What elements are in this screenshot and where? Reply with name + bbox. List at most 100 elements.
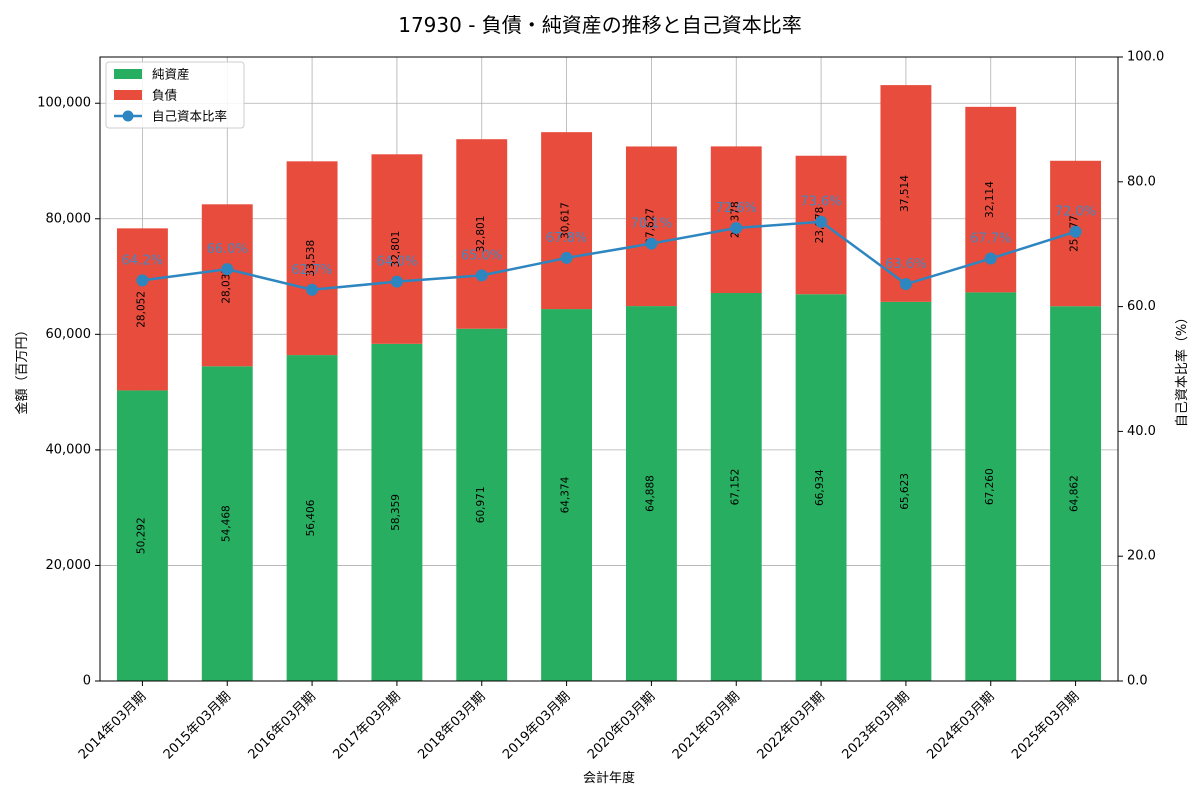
- legend-swatch-ratio-marker: [122, 110, 134, 122]
- ratio-label: 63.6%: [885, 257, 926, 272]
- bar-net-assets: [1050, 306, 1102, 681]
- bar-liabilities: [371, 154, 423, 344]
- bar-net-assets: [965, 292, 1017, 681]
- bar-net-assets: [371, 343, 423, 681]
- ratio-point: [815, 215, 828, 228]
- x-tick-label: 2023年03月期: [839, 689, 912, 762]
- x-tick-label: 2015年03月期: [161, 689, 234, 762]
- bar-label-net-assets: 64,888: [644, 475, 656, 512]
- bar-liabilities: [541, 132, 593, 310]
- y-tick-label: 60,000: [46, 327, 92, 342]
- bar-net-assets: [456, 328, 508, 681]
- bar-net-assets: [625, 306, 677, 681]
- ratio-label: 66.0%: [207, 242, 248, 257]
- bar-label-liabilities: 28,037: [220, 267, 232, 304]
- bar-net-assets: [541, 309, 593, 681]
- x-tick-label: 2019年03月期: [500, 689, 573, 762]
- bar-label-net-assets: 66,934: [814, 469, 826, 506]
- bar-label-net-assets: 67,152: [729, 469, 741, 506]
- ratio-label: 72.0%: [1055, 205, 1096, 220]
- bar-label-liabilities: 27,627: [644, 208, 656, 245]
- y-tick-label: 40,000: [46, 442, 92, 457]
- x-tick-label: 2016年03月期: [246, 689, 319, 762]
- x-tick-label: 2017年03月期: [330, 689, 403, 762]
- x-tick-label: 2020年03月期: [585, 689, 658, 762]
- x-axis-title: 会計年度: [583, 770, 635, 786]
- bar-label-net-assets: 50,292: [135, 517, 147, 554]
- bar-liabilities: [116, 228, 168, 391]
- ratio-point: [136, 274, 149, 287]
- ratio-label: 70.1%: [631, 217, 672, 232]
- y-tick-label: 20,000: [46, 558, 92, 573]
- bar-label-net-assets: 54,468: [220, 505, 232, 542]
- ratio-point: [730, 221, 743, 234]
- bar-label-liabilities: 33,538: [305, 240, 317, 277]
- ratio-line: [142, 220, 1076, 292]
- x-tick-label: 2022年03月期: [755, 689, 828, 762]
- bar-label-net-assets: 64,374: [560, 476, 572, 513]
- ratio-point: [390, 275, 403, 288]
- ratio-label: 65.0%: [461, 248, 502, 263]
- bar-label-liabilities: 32,801: [390, 231, 402, 268]
- ratio-label: 67.8%: [546, 231, 587, 246]
- bar-liabilities: [710, 146, 762, 294]
- bar-label-liabilities: 28,052: [135, 291, 147, 328]
- legend-label-ratio: 自己資本比率: [152, 109, 227, 124]
- legend-swatch-liabilities: [114, 90, 142, 100]
- ratio-point: [899, 278, 912, 291]
- legend-label-liabilities: 負債: [152, 88, 177, 103]
- ratio-label: 67.7%: [970, 232, 1011, 247]
- ratio-label: 72.6%: [716, 201, 757, 216]
- bar-net-assets: [286, 355, 338, 681]
- bar-label-net-assets: 56,406: [305, 499, 317, 536]
- ratio-point: [475, 269, 488, 282]
- bar-net-assets: [116, 390, 168, 681]
- x-tick-label: 2018年03月期: [415, 689, 488, 762]
- y2-tick-label: 20.0: [1127, 549, 1156, 564]
- bar-label-liabilities: 30,617: [560, 202, 572, 239]
- bar-liabilities: [880, 85, 932, 302]
- y2-tick-label: 40.0: [1127, 424, 1156, 439]
- chart-title: 17930 - 負債・純資産の推移と自己資本比率: [398, 13, 802, 37]
- legend-swatch-net-assets: [114, 69, 142, 79]
- bar-label-net-assets: 67,260: [984, 468, 996, 505]
- ratio-point: [221, 263, 234, 276]
- y2-axis-title: 自己資本比率（%）: [1174, 311, 1190, 427]
- ratio-point: [306, 283, 319, 296]
- bar-liabilities: [201, 204, 253, 367]
- bar-label-net-assets: 58,359: [390, 494, 402, 531]
- plot-frame: [99, 56, 1119, 682]
- x-tick-label: 2024年03月期: [924, 689, 997, 762]
- y2-tick-label: 80.0: [1127, 174, 1156, 189]
- bar-net-assets: [795, 294, 847, 681]
- x-tick-label: 2025年03月期: [1009, 689, 1082, 762]
- bar-label-liabilities: 32,801: [475, 216, 487, 253]
- bar-label-net-assets: 64,862: [1069, 475, 1081, 512]
- ratio-point: [984, 252, 997, 265]
- ratio-label: 62.7%: [291, 263, 332, 278]
- bar-liabilities: [625, 146, 677, 307]
- x-tick-label: 2021年03月期: [670, 689, 743, 762]
- y-tick-label: 100,000: [37, 96, 91, 111]
- bar-label-net-assets: 60,971: [475, 486, 487, 523]
- ratio-label: 73.6%: [800, 195, 841, 210]
- bar-net-assets: [710, 293, 762, 681]
- y2-tick-label: 60.0: [1127, 299, 1156, 314]
- bar-net-assets: [880, 301, 932, 681]
- ratio-point: [1069, 225, 1082, 238]
- ratio-label: 64.2%: [122, 253, 163, 268]
- bar-net-assets: [201, 366, 253, 681]
- y-axis-title: 金額（百万円）: [14, 323, 30, 414]
- ratio-point: [560, 251, 573, 264]
- y-tick-label: 0: [83, 674, 91, 689]
- bar-liabilities: [456, 139, 508, 329]
- bar-layer: [116, 85, 1102, 681]
- line-layer: 64.2% 66.0% 62.7% 64.0% 65.0% 67.8% 70.1% 72.6%…: [122, 195, 1096, 296]
- y2-tick-label: 0.0: [1127, 674, 1148, 689]
- ratio-point: [645, 237, 658, 250]
- x-tick-label: 2014年03月期: [76, 689, 149, 762]
- y-tick-label: 80,000: [46, 211, 92, 226]
